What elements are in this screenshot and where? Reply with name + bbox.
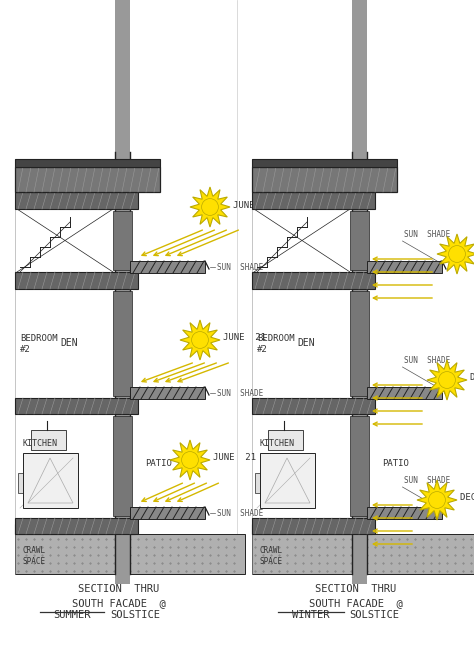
Text: SUMMER: SUMMER (53, 610, 91, 620)
Polygon shape (170, 440, 210, 480)
Text: KITCHEN: KITCHEN (260, 438, 295, 448)
Text: SUN  SHADE: SUN SHADE (217, 508, 263, 518)
Text: DEC  21: DEC 21 (460, 493, 474, 502)
Bar (18, 473, 30, 493)
Polygon shape (417, 480, 457, 520)
Bar (15, 398, 138, 414)
Polygon shape (437, 234, 474, 274)
Bar (130, 387, 205, 399)
Text: SUN  SHADE: SUN SHADE (217, 389, 263, 397)
Bar (113, 291, 132, 396)
Bar (15, 518, 138, 534)
Text: CRAWL
SPACE: CRAWL SPACE (260, 546, 283, 566)
Text: JUNE  21: JUNE 21 (213, 453, 256, 463)
Bar (15, 159, 160, 167)
Bar (252, 167, 397, 192)
Bar (252, 192, 375, 209)
Bar (350, 291, 369, 396)
Text: JUNE  21: JUNE 21 (233, 201, 276, 209)
Circle shape (191, 332, 209, 348)
Bar (252, 398, 375, 414)
Circle shape (201, 199, 219, 215)
Bar (23, 453, 78, 508)
Bar (252, 534, 474, 574)
Polygon shape (180, 320, 220, 360)
Circle shape (182, 451, 199, 469)
Bar (113, 416, 132, 516)
Text: BEDROOM
#2: BEDROOM #2 (257, 334, 295, 354)
Bar (367, 507, 442, 519)
Bar (130, 261, 205, 273)
Bar (255, 473, 267, 493)
Text: KITCHEN: KITCHEN (23, 438, 58, 448)
Text: WINTER: WINTER (292, 610, 330, 620)
Text: PATIO: PATIO (145, 459, 172, 467)
Circle shape (428, 492, 446, 508)
Text: BEDROOM
#2: BEDROOM #2 (20, 334, 58, 354)
Text: PATIO: PATIO (382, 459, 409, 467)
Text: SOUTH FACADE  @: SOUTH FACADE @ (309, 598, 403, 608)
Bar (31, 430, 66, 450)
Text: DEN: DEN (60, 338, 78, 348)
Bar (15, 167, 160, 192)
Bar (15, 272, 138, 289)
Text: SUN  SHADE: SUN SHADE (217, 263, 263, 271)
Text: SUN  SHADE: SUN SHADE (404, 356, 451, 365)
Circle shape (448, 246, 465, 262)
Text: SUN  SHADE: SUN SHADE (404, 476, 451, 485)
Bar (130, 507, 205, 519)
Bar (352, 0, 367, 584)
Circle shape (438, 371, 456, 389)
Text: SOLSTICE: SOLSTICE (110, 610, 160, 620)
Bar (15, 192, 138, 209)
Text: JUNE  21: JUNE 21 (223, 334, 266, 342)
Text: DEN: DEN (297, 338, 315, 348)
Text: CRAWL
SPACE: CRAWL SPACE (23, 546, 46, 566)
Bar (115, 0, 130, 584)
Text: SOUTH FACADE  @: SOUTH FACADE @ (72, 598, 166, 608)
Bar (367, 387, 442, 399)
Text: SUN  SHADE: SUN SHADE (404, 230, 451, 239)
Text: DEC  21: DEC 21 (470, 373, 474, 383)
Bar (260, 453, 315, 508)
Bar (252, 524, 372, 534)
Bar (252, 518, 375, 534)
Bar (15, 534, 245, 574)
Text: SOLSTICE: SOLSTICE (349, 610, 399, 620)
Bar (15, 524, 135, 534)
Text: SECTION  THRU: SECTION THRU (78, 584, 160, 594)
Bar (350, 211, 369, 270)
Bar (252, 159, 397, 167)
Polygon shape (427, 360, 467, 400)
Bar (350, 416, 369, 516)
Bar (268, 430, 303, 450)
Bar (367, 261, 442, 273)
Text: SECTION  THRU: SECTION THRU (315, 584, 397, 594)
Polygon shape (190, 187, 230, 227)
Bar (252, 272, 375, 289)
Bar (113, 211, 132, 270)
